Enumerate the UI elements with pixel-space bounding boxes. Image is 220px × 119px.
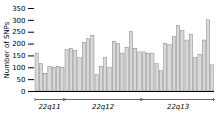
- svg-text:50: 50: [17, 76, 26, 84]
- svg-text:350: 350: [12, 5, 25, 13]
- svg-text:100: 100: [12, 64, 25, 72]
- svg-text:250: 250: [12, 28, 25, 36]
- svg-text:200: 200: [12, 40, 25, 48]
- svg-text:22q12: 22q12: [92, 103, 115, 111]
- svg-text:0: 0: [21, 88, 25, 96]
- svg-text:22q13: 22q13: [167, 103, 189, 111]
- svg-text:Number of SNPs: Number of SNPs: [3, 21, 11, 78]
- svg-text:300: 300: [12, 17, 25, 25]
- svg-text:150: 150: [12, 52, 25, 60]
- svg-text:22q11: 22q11: [38, 103, 60, 111]
